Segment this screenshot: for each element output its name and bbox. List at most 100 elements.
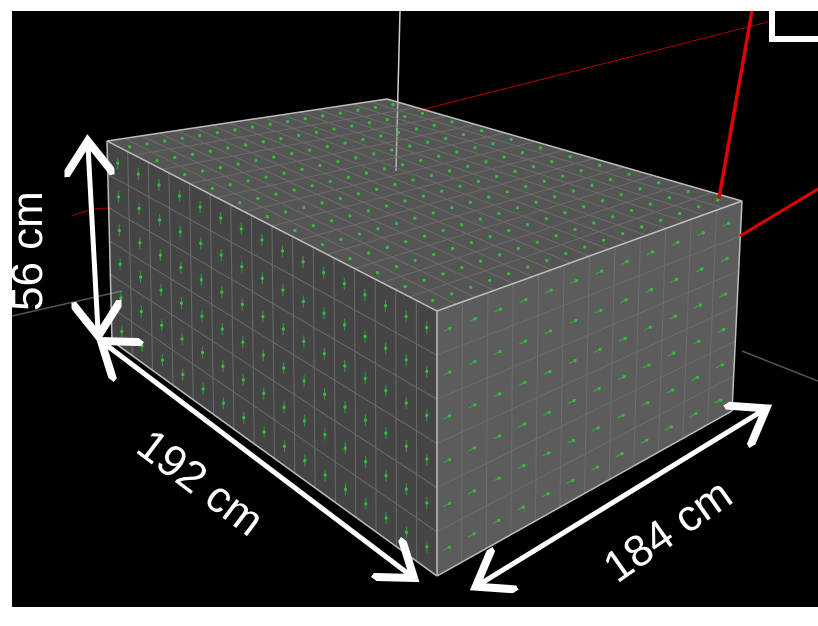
fiber-dot: [246, 179, 250, 183]
fiber-dot: [602, 238, 606, 242]
fiber-dot: [208, 149, 212, 153]
fiber-segment: [568, 358, 578, 365]
fiber-segment: [693, 303, 703, 309]
fiber-dot: [411, 178, 415, 182]
fiber-dot: [200, 169, 205, 173]
fiber-segment: [666, 388, 675, 394]
fiber-segment: [692, 339, 702, 345]
height-arrow: [88, 146, 98, 331]
fiber-dot: [544, 217, 548, 221]
fiber-dot: [638, 187, 642, 191]
fiber-dot: [228, 183, 232, 187]
fiber-segment: [592, 387, 602, 393]
fiber-dot: [447, 169, 452, 173]
fiber-dot: [507, 272, 511, 276]
fiber-dot: [336, 159, 340, 164]
fiber-dot: [437, 154, 441, 158]
fiber-segment: [715, 363, 725, 369]
fiber-segment: [443, 458, 452, 464]
fiber-dot: [524, 184, 528, 189]
fiber-dot: [339, 237, 343, 241]
fiber-dot: [431, 298, 435, 303]
fiber-segment: [518, 339, 528, 345]
left-grid-line: [107, 173, 438, 356]
fiber-dot: [321, 114, 325, 118]
fiber-dot: [542, 179, 546, 183]
fiber-dot: [274, 192, 278, 196]
fiber-dot: [525, 223, 530, 227]
fiber-dot: [502, 155, 506, 159]
fiber-segment: [443, 414, 452, 420]
top-grid-line: [409, 192, 713, 298]
fiber-dot: [293, 229, 297, 233]
fiber-dot: [283, 210, 288, 214]
fiber-dot: [348, 256, 352, 261]
fiber-segment: [671, 240, 681, 246]
fiber-dot: [564, 252, 568, 256]
fiber-dot: [390, 148, 394, 152]
fiber-dot: [256, 196, 260, 201]
fiber-dot: [364, 171, 368, 175]
fiber-dot: [403, 284, 407, 289]
fiber-segment: [668, 314, 678, 320]
fiber-segment: [646, 250, 655, 256]
fiber-dot: [320, 201, 324, 205]
fiber-segment: [720, 257, 730, 263]
fiber-dot: [657, 181, 661, 185]
fiber-dot: [659, 218, 663, 222]
fiber-dot: [440, 189, 444, 193]
fiber-dot: [444, 136, 448, 141]
fiber-dot: [376, 227, 380, 231]
fiber-dot: [226, 146, 230, 150]
fiber-dot: [332, 127, 336, 131]
fiber-dot: [404, 240, 408, 244]
fiber-dot: [469, 285, 473, 289]
fiber-dot: [250, 125, 255, 129]
fiber-dot: [432, 123, 436, 128]
fiber-dot: [573, 227, 577, 232]
fiber-dot: [583, 245, 587, 249]
fiber-dot: [356, 108, 360, 112]
top-grid-line: [244, 141, 536, 213]
fiber-segment: [719, 292, 728, 298]
fiber-dot: [403, 114, 407, 119]
fiber-dot: [429, 173, 433, 178]
fiber-dot: [279, 136, 283, 141]
fiber-dot: [297, 133, 301, 138]
top-grid-line: [354, 175, 654, 269]
fiber-dot: [366, 209, 370, 213]
fiber-dot: [420, 111, 425, 115]
fiber-dot: [455, 150, 459, 154]
fiber-dot: [320, 243, 325, 247]
render-viewport: 56 cm 192 cm 184 cm: [12, 11, 818, 607]
fiber-dot: [300, 167, 304, 171]
fiber-dot: [238, 201, 242, 205]
fiber-dot: [571, 189, 575, 193]
fiber-dot: [391, 103, 395, 107]
fiber-dot: [254, 159, 258, 163]
fiber-dot: [460, 223, 464, 227]
fiber-dot: [286, 119, 290, 124]
fiber-dot: [318, 163, 322, 168]
thin-red-axis: [416, 20, 773, 112]
fiber-dot: [376, 270, 380, 275]
fiber-dot: [608, 178, 613, 182]
fiber-segment: [494, 307, 503, 313]
fiber-segment: [593, 347, 603, 353]
fiber-dot: [553, 195, 557, 199]
fiber-segment: [619, 298, 629, 304]
fiber-dot: [421, 194, 425, 198]
fiber-dot: [330, 219, 334, 223]
fiber-dot: [426, 140, 430, 144]
fiber-segment: [696, 231, 706, 237]
fiber-dot: [473, 146, 477, 150]
fiber-dot: [265, 215, 269, 219]
fiber-dot: [592, 221, 596, 225]
fiber-dot: [561, 174, 565, 178]
fiber-dot: [385, 204, 389, 208]
fiber-dot: [619, 193, 623, 197]
fiber-dot: [155, 159, 159, 163]
fiber-dot: [385, 245, 389, 249]
fiber-dot: [678, 211, 682, 216]
